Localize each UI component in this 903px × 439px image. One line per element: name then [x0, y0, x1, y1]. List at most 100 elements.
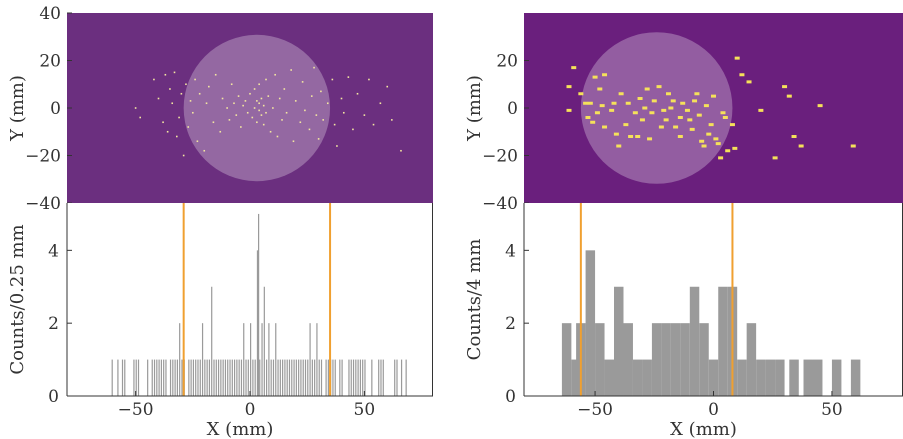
hit-point — [169, 88, 171, 90]
hit-point — [665, 92, 671, 96]
image-ylabel: Y (mm) — [464, 75, 485, 142]
histogram-bar — [286, 359, 288, 396]
histogram-bar — [158, 359, 160, 396]
histogram-bar — [224, 359, 227, 396]
hit-point — [265, 111, 267, 114]
histogram-bar — [325, 359, 327, 396]
hit-point — [253, 88, 256, 90]
hit-point — [578, 92, 584, 96]
hit-point — [713, 137, 719, 141]
image-ytick-label: −40 — [25, 194, 61, 214]
histogram-bar — [293, 359, 295, 396]
histogram-xlabel: X (mm) — [207, 419, 274, 439]
hit-point — [739, 73, 745, 77]
hit-point — [176, 135, 178, 138]
hit-point — [246, 111, 249, 114]
histogram-bar — [632, 359, 643, 396]
hit-point — [290, 69, 292, 71]
hit-point — [294, 100, 297, 102]
histogram-bar — [355, 359, 357, 396]
hit-point — [256, 121, 258, 124]
hit-point — [310, 95, 313, 97]
histogram-bar — [213, 359, 215, 396]
hit-point — [340, 97, 343, 100]
histogram-bar — [261, 323, 263, 396]
histogram-xtick-label: 50 — [821, 400, 843, 420]
hit-point — [694, 92, 700, 96]
histogram-bar — [275, 323, 277, 396]
histogram-bar — [775, 359, 785, 396]
hit-point — [639, 118, 645, 122]
histogram-bar — [320, 359, 323, 396]
hit-point — [644, 87, 650, 91]
hit-point — [692, 99, 698, 103]
histogram-bar — [220, 359, 222, 396]
histogram-bar — [169, 359, 172, 396]
histogram-bar — [217, 359, 220, 396]
hit-point — [260, 114, 263, 116]
hit-point — [611, 101, 617, 105]
hit-point — [262, 123, 265, 126]
histogram-bar — [595, 323, 605, 396]
hit-point — [292, 140, 295, 143]
histogram-bar — [311, 359, 313, 396]
histogram-bar — [233, 359, 236, 396]
image-ytick-label: −20 — [25, 147, 61, 167]
histogram-bar — [670, 323, 681, 396]
histogram-bar — [137, 359, 140, 396]
histogram-bar — [327, 359, 329, 396]
histogram-bar — [642, 359, 652, 396]
histogram-bar — [201, 323, 204, 396]
hit-point — [299, 121, 302, 124]
histogram-bar — [680, 323, 690, 396]
histogram-ytick-label: 0 — [505, 387, 516, 407]
histogram-bar — [222, 359, 224, 396]
histogram-panel — [67, 203, 433, 396]
hit-point — [632, 111, 638, 115]
histogram-bar — [208, 359, 211, 396]
hit-point — [663, 118, 669, 122]
hit-point — [651, 99, 657, 103]
hit-point — [817, 104, 823, 108]
histogram-bar — [339, 359, 341, 396]
histogram-bar — [362, 359, 364, 396]
histogram-bar — [318, 359, 320, 396]
hit-point — [315, 114, 318, 116]
histogram-bar — [699, 323, 709, 396]
hit-point — [326, 102, 329, 105]
image-panel — [67, 13, 433, 203]
hit-point — [602, 73, 608, 77]
histogram-bar — [737, 359, 747, 396]
histogram-bar — [400, 359, 403, 396]
histogram-bar — [651, 323, 662, 396]
histogram-bar — [350, 359, 352, 396]
histogram-bar — [156, 359, 158, 396]
hit-point — [262, 104, 265, 107]
image-ytick-label: 0 — [50, 99, 61, 119]
histogram-bar — [304, 359, 307, 396]
hit-point — [585, 116, 591, 119]
hit-point — [798, 144, 804, 148]
hit-point — [269, 130, 272, 133]
hit-point — [342, 111, 345, 114]
hit-point — [609, 108, 615, 112]
hit-point — [301, 81, 304, 83]
histogram-bar — [371, 359, 373, 396]
histogram-bar — [268, 323, 270, 396]
hit-point — [599, 104, 605, 108]
hit-point — [400, 149, 402, 152]
histogram-ytick-label: 2 — [505, 314, 516, 334]
hit-point — [677, 135, 683, 138]
hit-point — [628, 135, 634, 138]
histogram-bar — [284, 359, 286, 396]
histogram-bar — [133, 359, 135, 396]
hit-point — [331, 78, 334, 81]
hit-point — [205, 102, 208, 105]
histogram-ytick-label: 4 — [505, 241, 516, 261]
histogram-bar — [380, 359, 382, 396]
histogram-bar — [295, 359, 297, 396]
histogram-bar — [614, 286, 624, 396]
histogram-bar — [718, 286, 728, 396]
hit-point — [687, 118, 693, 122]
histogram-bar — [211, 286, 213, 396]
